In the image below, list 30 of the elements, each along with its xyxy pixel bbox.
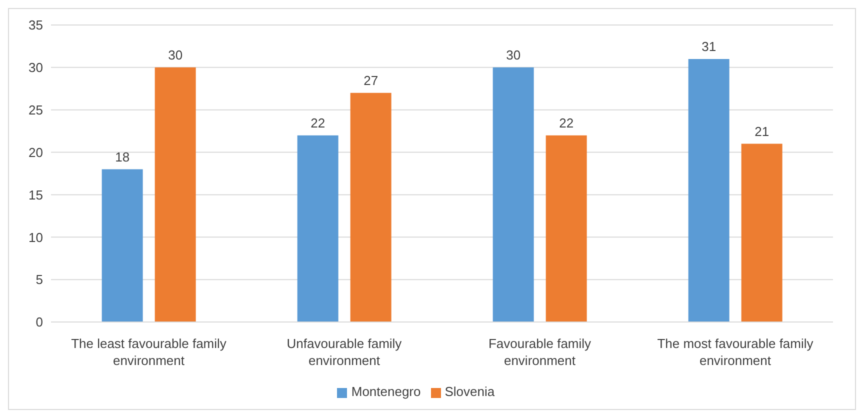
y-tick-label: 5 — [36, 272, 43, 288]
legend-label: Montenegro — [351, 384, 421, 399]
data-label: 30 — [168, 47, 183, 62]
data-label: 31 — [702, 38, 716, 54]
y-tick-label: 10 — [28, 230, 43, 245]
x-tick-label: Favourable family environment — [488, 336, 592, 368]
y-tick-label: 15 — [28, 187, 43, 202]
y-tick-label: 20 — [28, 144, 43, 160]
data-label: 21 — [754, 124, 770, 139]
x-tick-label: Unfavourable family environment — [286, 336, 402, 368]
y-tick-label: 0 — [36, 314, 43, 330]
bar — [688, 58, 730, 322]
data-label: 22 — [559, 115, 574, 130]
x-tick-label: The least favourable family environment — [71, 336, 227, 368]
x-tick-label: The most favourable family environment — [657, 336, 814, 368]
y-tick-label: 30 — [28, 60, 43, 76]
data-label: 30 — [506, 47, 521, 62]
bar — [492, 67, 534, 322]
bar — [741, 144, 782, 322]
data-label: 27 — [364, 72, 378, 88]
legend-label: Slovenia — [444, 384, 495, 399]
data-label: 18 — [115, 149, 130, 164]
bar — [102, 169, 143, 322]
y-tick-label: 25 — [28, 102, 43, 118]
bar — [350, 92, 392, 322]
bar — [154, 67, 196, 322]
bar — [546, 135, 587, 322]
data-label: 22 — [310, 115, 326, 130]
bar — [297, 135, 338, 322]
y-tick-label: 35 — [28, 18, 43, 33]
